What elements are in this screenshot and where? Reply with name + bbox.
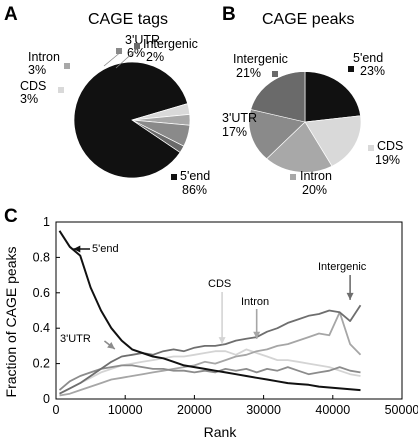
panel-letter-a: A bbox=[4, 4, 18, 25]
pie-b-pct-intergenic: 21% bbox=[236, 66, 261, 80]
annotation-intergenic: Intergenic bbox=[318, 261, 367, 273]
panel-letter-c: C bbox=[4, 206, 18, 227]
pie-a-pct-5end: 86% bbox=[182, 183, 207, 197]
series-line-3utr bbox=[58, 364, 361, 391]
y-axis-title: Fraction of CAGE peaks bbox=[3, 247, 19, 398]
x-tick-label: 30000 bbox=[246, 403, 281, 417]
pie-a-label-intergenic: Intergenic bbox=[143, 37, 198, 51]
pie-a-slice-intergenic bbox=[131, 119, 185, 153]
pie-a-marker-cds bbox=[58, 87, 64, 93]
pie-a-slices bbox=[73, 61, 191, 179]
pie-a-label-intron: Intron bbox=[28, 50, 60, 64]
pie-a-marker-5end bbox=[171, 174, 177, 180]
pie-a-marker-intron bbox=[64, 63, 70, 69]
pie-a-pct-3utr: 6% bbox=[127, 46, 145, 60]
x-tick-label: 10000 bbox=[108, 403, 143, 417]
pie-b-label-intron: Intron bbox=[300, 169, 332, 183]
pie-b-marker-intron bbox=[290, 174, 296, 180]
arrow-intron-head bbox=[253, 331, 261, 339]
arrow-5end-head bbox=[73, 245, 81, 253]
x-tick-label: 0 bbox=[53, 403, 60, 417]
arrow-intergenic-head bbox=[346, 292, 354, 300]
pie-b-label-cds: CDS bbox=[377, 139, 403, 153]
pie-b-label-3utr: 3'UTR bbox=[222, 111, 257, 125]
annotation-cds: CDS bbox=[208, 278, 231, 290]
pie-a-pct-intergenic: 2% bbox=[146, 50, 164, 64]
series-line-5end bbox=[58, 230, 361, 392]
plot-frame bbox=[55, 221, 403, 400]
x-axis-title: Rank bbox=[204, 424, 238, 440]
pie-a-marker-intergenic bbox=[134, 43, 140, 49]
leader-a-intergenic bbox=[115, 48, 138, 69]
x-tick-label: 20000 bbox=[177, 403, 212, 417]
y-tick-label: 1 bbox=[43, 215, 50, 229]
annotation-5end: 5'end bbox=[92, 243, 119, 255]
series-line-cds bbox=[59, 348, 361, 395]
pie-b-marker-cds bbox=[368, 145, 374, 151]
pie-b-marker-intergenic bbox=[272, 71, 278, 77]
leader-a-3utr bbox=[103, 50, 123, 67]
y-tick-label: 0.2 bbox=[33, 357, 50, 371]
y-tick-label: 0.8 bbox=[33, 250, 50, 264]
panel-c: C 0 0.2 0.4 0.6 0.8 1 0 10000 20000 30000 40000 500… bbox=[3, 206, 418, 440]
line-chart-c: 0 0.2 0.4 0.6 0.8 1 0 10000 20000 30000 40000 50000 bbox=[33, 215, 418, 417]
annotation-3utr: 3'UTR bbox=[60, 333, 91, 345]
pie-a-pct-intron: 3% bbox=[28, 63, 46, 77]
pie-b-slice-intron bbox=[266, 121, 333, 173]
pie-b-pct-3utr: 17% bbox=[222, 125, 247, 139]
pie-b-label-5end: 5'end bbox=[353, 51, 383, 65]
x-tick-label: 50000 bbox=[385, 403, 418, 417]
arrow-cds-head bbox=[218, 337, 226, 345]
series-line-intron bbox=[59, 311, 362, 397]
y-tick-label: 0 bbox=[43, 392, 50, 406]
pie-b-marker-5end bbox=[348, 66, 354, 72]
pie-b-slice-cds bbox=[304, 115, 362, 167]
annotation-intron: Intron bbox=[241, 296, 269, 308]
pie-a-label-3utr: 3'UTR bbox=[125, 33, 160, 47]
pie-b-slices bbox=[248, 71, 362, 173]
y-tick-label: 0.6 bbox=[33, 286, 50, 300]
series-line-intergenic bbox=[59, 304, 362, 395]
pie-a-title: CAGE tags bbox=[88, 11, 168, 28]
pie-a-label-cds: CDS bbox=[20, 79, 46, 93]
panel-b: B CAGE peaks 5'end 23% Intergenic 21% 3'… bbox=[222, 4, 403, 197]
arrow-3utr-head bbox=[107, 342, 115, 349]
y-tick-label: 0.4 bbox=[33, 321, 50, 335]
pie-b-slice-3utr bbox=[248, 109, 306, 160]
pie-b-slice-5end bbox=[304, 71, 361, 123]
pie-a-pct-cds: 3% bbox=[20, 92, 38, 106]
panel-letter-b: B bbox=[222, 4, 236, 25]
pie-b-label-intergenic: Intergenic bbox=[233, 52, 288, 66]
pie-b-pct-5end: 23% bbox=[360, 64, 385, 78]
pie-b-pct-cds: 19% bbox=[375, 153, 400, 167]
pie-a-slice-5end bbox=[73, 61, 189, 179]
panel-a: A CAGE tags 3'UTR 6% Intergenic 2% Intro… bbox=[4, 4, 210, 197]
pie-b-pct-intron: 20% bbox=[302, 183, 327, 197]
pie-a-label-5end: 5'end bbox=[180, 169, 210, 183]
pie-a-marker-3utr bbox=[116, 48, 122, 54]
x-tick-label: 40000 bbox=[315, 403, 350, 417]
pie-b-slice-intergenic bbox=[250, 71, 306, 123]
pie-b-title: CAGE peaks bbox=[262, 11, 354, 28]
pie-b-marker-3utr bbox=[254, 130, 260, 136]
